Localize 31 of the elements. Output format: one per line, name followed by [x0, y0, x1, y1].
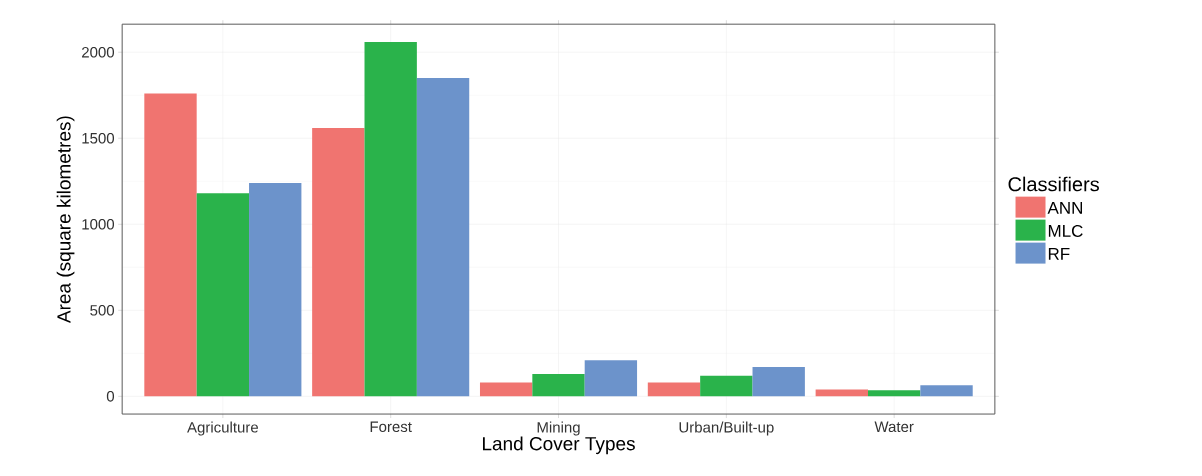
legend-label: RF	[1048, 247, 1070, 260]
y-tick-label: 1000	[82, 218, 115, 230]
y-tick-label: 2000	[82, 46, 115, 58]
bar	[416, 77, 470, 397]
y-axis-title: Area (square kilometres)	[56, 116, 75, 323]
bar	[920, 385, 973, 397]
bar	[700, 375, 753, 397]
bar	[532, 373, 585, 397]
x-tick-label: Mining	[537, 421, 580, 436]
legend-label: MLC	[1048, 224, 1083, 237]
bar	[364, 41, 417, 397]
bar	[144, 93, 197, 397]
bar	[249, 182, 302, 397]
bar	[815, 389, 868, 397]
y-tick-label: 0	[106, 390, 115, 402]
bar	[647, 382, 701, 397]
x-axis-title: Land Cover Types	[482, 436, 635, 455]
y-tick-label: 1500	[82, 132, 115, 144]
x-tick-label: Agriculture	[187, 421, 259, 436]
bar	[196, 193, 250, 397]
x-tick-label: Forest	[370, 421, 412, 432]
bar	[752, 366, 805, 397]
legend-label: ANN	[1047, 201, 1082, 214]
legend-title: Classifiers	[1008, 176, 1099, 192]
bar	[867, 390, 921, 397]
x-tick-label: Urban/Built-up	[679, 421, 774, 436]
x-tick-label: Water	[874, 421, 914, 432]
bar	[479, 382, 533, 397]
y-tick-label: 500	[90, 304, 115, 316]
bar	[312, 127, 365, 397]
bar	[584, 360, 638, 397]
